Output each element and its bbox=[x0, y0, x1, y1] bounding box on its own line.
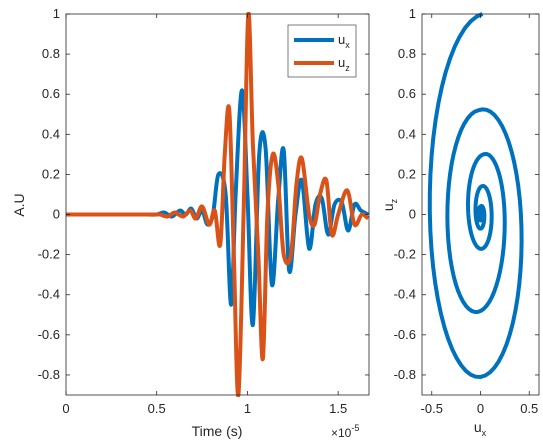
x-tick-label: 0 bbox=[62, 401, 69, 416]
y-tick-label: 0.6 bbox=[42, 86, 60, 101]
y-tick-label: 0.2 bbox=[398, 166, 416, 181]
right-x-ticks: -0.5 0 0.5 bbox=[421, 14, 538, 416]
left-y-axis-label: A.U bbox=[11, 193, 27, 216]
y-tick-label: -0.2 bbox=[38, 247, 60, 262]
legend-label-uz-sub: z bbox=[345, 63, 350, 73]
right-y-ticks: -0.8 -0.6 -0.4 -0.2 0 0.2 0.4 0.6 0.8 1 bbox=[394, 6, 539, 382]
y-tick-label: 1 bbox=[53, 6, 60, 21]
legend-label-uz-base: u bbox=[338, 55, 345, 70]
y-tick-label: -0.6 bbox=[38, 327, 60, 342]
y-tick-label: 0.6 bbox=[398, 86, 416, 101]
right-x-axis-label-sub: x bbox=[482, 428, 487, 438]
left-axes: 0 0.5 1 1.5 -0.8-0.6-0.4-0.200.20.40.60.81 … bbox=[11, 6, 370, 440]
left-plot-frame bbox=[65, 13, 370, 396]
x-tick-label: 0.5 bbox=[148, 401, 166, 416]
y-tick-label: -0.4 bbox=[38, 287, 60, 302]
y-tick-label: 0.8 bbox=[42, 46, 60, 61]
right-axes: -0.5 0 0.5 -0.8-0.6-0.4-0.200.20.40.60.81 … bbox=[380, 6, 540, 438]
x-tick-label: 1.5 bbox=[329, 401, 347, 416]
hodogram-center-blob bbox=[475, 206, 486, 223]
x-tick-label: -0.5 bbox=[421, 401, 443, 416]
y-tick-label: -0.4 bbox=[394, 287, 416, 302]
y-tick-label: 0.2 bbox=[42, 166, 60, 181]
x-exponent-power: -5 bbox=[351, 423, 359, 433]
y-tick-label: 0.4 bbox=[398, 126, 416, 141]
right-x-axis-label: ux bbox=[474, 419, 487, 438]
right-y-axis-label-base: u bbox=[380, 203, 396, 211]
y-tick-label: 0 bbox=[53, 207, 60, 222]
left-x-axis-label: Time (s) bbox=[192, 423, 243, 439]
y-tick-label: 0 bbox=[409, 207, 416, 222]
left-y-ticks: -0.8 -0.6 -0.4 -0.2 0 0.2 0.4 0.6 0.8 1 bbox=[38, 6, 369, 382]
right-y-axis-label-sub: z bbox=[389, 198, 399, 203]
series-line-ux bbox=[66, 88, 369, 327]
right-y-axis-label: uz bbox=[380, 198, 399, 211]
legend: ux uz bbox=[287, 24, 357, 78]
y-tick-label: 0.8 bbox=[398, 46, 416, 61]
y-tick-label: -0.8 bbox=[38, 367, 60, 382]
x-exponent-base: ×10 bbox=[331, 426, 352, 440]
y-tick-label: -0.2 bbox=[394, 247, 416, 262]
left-series-group bbox=[66, 12, 369, 397]
y-tick-label: -0.6 bbox=[394, 327, 416, 342]
legend-label-ux-sub: x bbox=[345, 40, 350, 50]
y-tick-label: 0.4 bbox=[42, 126, 60, 141]
y-tick-label: -0.8 bbox=[394, 367, 416, 382]
x-tick-label: 1 bbox=[244, 401, 251, 416]
right-series-group bbox=[427, 12, 524, 379]
legend-label-uz: uz bbox=[338, 55, 350, 73]
legend-box bbox=[287, 24, 357, 78]
x-tick-label: 0.5 bbox=[520, 401, 538, 416]
right-x-axis-label-base: u bbox=[474, 419, 482, 435]
x-tick-label: 0 bbox=[477, 401, 484, 416]
left-x-ticks: 0 0.5 1 1.5 bbox=[62, 14, 347, 416]
y-tick-label: 1 bbox=[409, 6, 416, 21]
x-exponent-label: ×10-5 bbox=[331, 423, 359, 440]
legend-label-ux-base: u bbox=[338, 32, 345, 47]
legend-label-ux: ux bbox=[338, 32, 350, 50]
series-line-uz bbox=[66, 12, 369, 397]
